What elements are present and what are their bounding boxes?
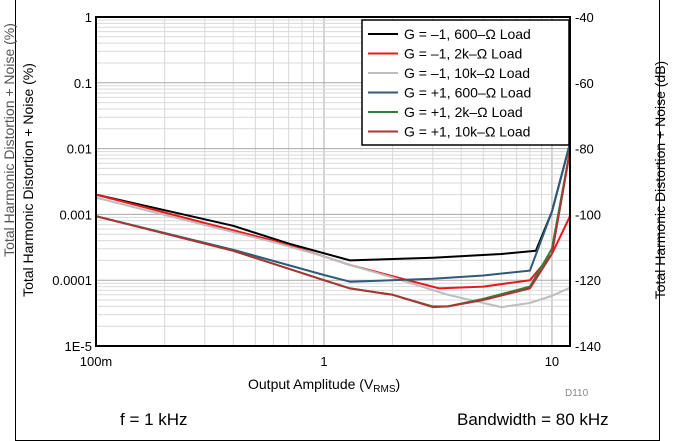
legend-label: G = +1, 2k–Ω Load <box>404 104 523 120</box>
legend-label: G = +1, 600–Ω Load <box>404 85 531 101</box>
x-tick-label: 100m <box>80 354 113 369</box>
y2-tick-label: -60 <box>575 76 594 91</box>
legend-label: G = +1, 10k–Ω Load <box>404 124 530 140</box>
y-tick-label: 0.0001 <box>52 273 92 288</box>
series-line-1 <box>96 143 570 260</box>
y-axis-title-left: Total Harmonic Distortion + Noise (%) <box>20 20 36 340</box>
y2-tick-label: -80 <box>575 142 594 157</box>
x-axis-title-sub: RMS <box>373 384 395 395</box>
x-axis-title-end: ) <box>396 376 401 392</box>
y-tick-label: 1 <box>85 10 92 25</box>
x-axis-title: Output Amplitude (VRMS) <box>248 376 400 395</box>
y-tick-label: 0.01 <box>67 142 92 157</box>
x-tick-label: 10 <box>545 354 559 369</box>
y-tick-label: 1E-5 <box>65 339 92 354</box>
y-axis-title-right: Total Harmonic Distortion + Noise (dB) <box>652 20 668 340</box>
note-frequency: f = 1 kHz <box>120 410 188 430</box>
legend-label: G = –1, 600–Ω Load <box>404 26 531 42</box>
y2-tick-label: -140 <box>575 339 601 354</box>
x-axis-title-main: Output Amplitude (V <box>248 376 373 392</box>
figure-code: D110 <box>565 388 588 399</box>
y-tick-label: 0.1 <box>74 76 92 91</box>
y-tick-label: 0.001 <box>59 207 92 222</box>
legend-label: G = –1, 2k–Ω Load <box>404 46 522 62</box>
note-bandwidth: Bandwidth = 80 kHz <box>457 410 609 430</box>
x-tick-label: 1 <box>320 354 327 369</box>
y2-tick-label: -120 <box>575 273 601 288</box>
y2-tick-label: -100 <box>575 207 601 222</box>
legend-label: G = –1, 10k–Ω Load <box>404 65 530 81</box>
y2-tick-label: -40 <box>575 10 594 25</box>
